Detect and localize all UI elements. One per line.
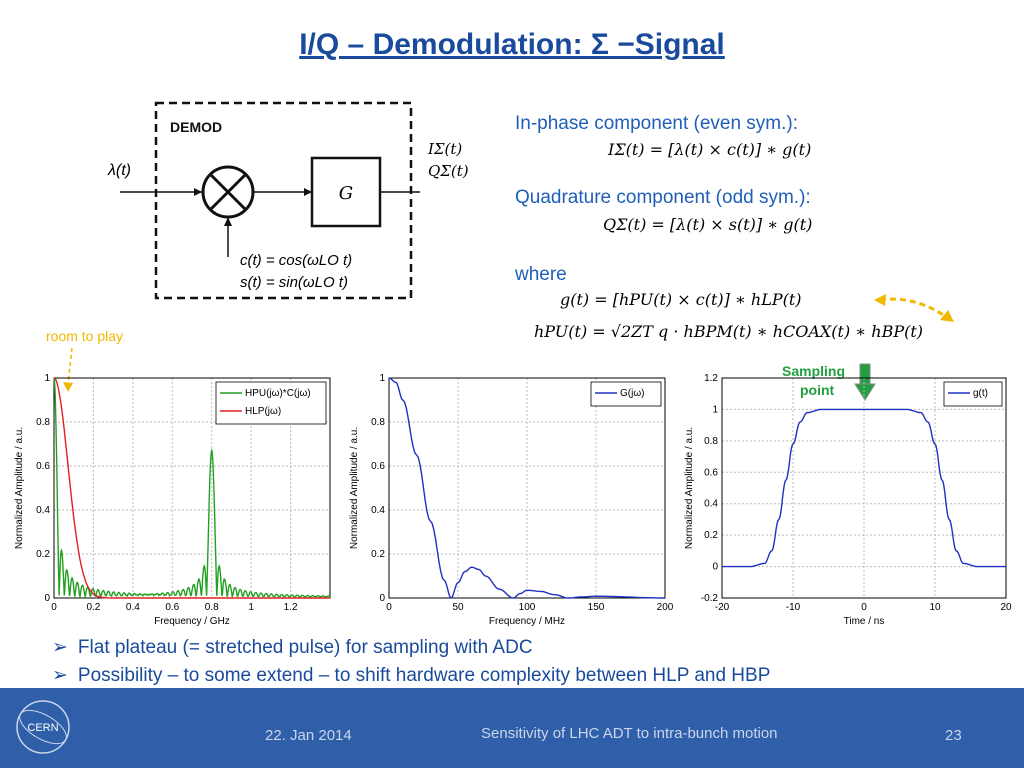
point-label: point [800, 382, 835, 398]
out-q-label: QΣ(t) [428, 162, 469, 180]
x-tick-label: 200 [657, 602, 674, 613]
svg-text:G: G [339, 183, 353, 204]
y-tick-label: 1 [712, 404, 718, 415]
x-tick-label: 10 [929, 602, 941, 613]
y-tick-label: 0.8 [704, 436, 718, 447]
bullet-item: ➢ Possibility – to some extend – to shift… [52, 665, 771, 686]
demod-box [154, 101, 413, 300]
series-line [388, 377, 666, 599]
legend-box [590, 381, 662, 407]
x-tick-label: 50 [452, 602, 464, 613]
y-axis-label: Normalized Amplitude / a.u. [349, 427, 360, 549]
hpu-equation: hPU(t) = √2ZT q · hBPM(t) ∗ hCOAX(t) ∗ h… [534, 322, 923, 341]
demod-diagram: DEMOD G λ(t) c(t) = cos(ωLO t) s(t) = si… [107, 101, 420, 300]
inphase-equation: IΣ(t) = [λ(t) × c(t)] ∗ g(t) [608, 140, 812, 159]
x-tick-label: 20 [1000, 602, 1012, 613]
y-tick-label: 0 [379, 593, 385, 604]
arrow-bullet-icon: ➢ [52, 637, 68, 658]
x-axis-label: Time / ns [844, 616, 885, 627]
room-to-play-label: room to play [46, 328, 124, 344]
legend-label: G(jω) [620, 388, 644, 399]
where-label: where [515, 264, 567, 285]
bullet-item: ➢ Flat plateau (= stretched pulse) for sa… [52, 637, 533, 658]
series-line [53, 377, 330, 599]
x-tick-label: 0 [386, 602, 392, 613]
legend-box [943, 381, 1003, 407]
x-tick-label: -10 [786, 602, 801, 613]
svg-text:CERN: CERN [27, 722, 58, 734]
svg-text:λ(t): λ(t) [107, 162, 131, 179]
series-line [722, 408, 1006, 568]
y-tick-label: 1 [379, 373, 385, 384]
x-tick-label: 1.2 [284, 602, 298, 613]
x-tick-label: 0.2 [86, 602, 100, 613]
page-number: 23 [945, 727, 962, 744]
series-line [53, 377, 331, 599]
y-tick-label: 0.6 [371, 461, 385, 472]
x-tick-label: 0 [861, 602, 867, 613]
x-tick-label: 1 [248, 602, 254, 613]
cern-logo: CERN [16, 700, 70, 754]
y-axis-label: Normalized Amplitude / a.u. [684, 427, 695, 549]
g-equation: g(t) = [hPU(t) × c(t)] ∗ hLP(t) [560, 290, 802, 309]
x-tick-label: 0.8 [205, 602, 219, 613]
x-tick-label: 100 [519, 602, 536, 613]
slide-title: I/Q – Demodulation: Σ −Signal [299, 28, 725, 61]
y-tick-label: 0.2 [371, 549, 385, 560]
bullet-list: ➢ Flat plateau (= stretched pulse) for sa… [52, 636, 770, 692]
y-tick-label: 0.2 [704, 530, 718, 541]
x-tick-label: 0.6 [165, 602, 179, 613]
y-tick-label: 0.2 [36, 549, 50, 560]
legend-label: HLP(jω) [245, 406, 281, 417]
footer-title: Sensitivity of LHC ADT to intra-bunch mo… [481, 725, 778, 742]
y-tick-label: 0.6 [704, 467, 718, 478]
legend-label: HPU(jω)*C(jω) [245, 388, 311, 399]
svg-text:c(t) = cos(ωLO t): c(t) = cos(ωLO t) [240, 252, 352, 269]
y-tick-label: 0.4 [371, 505, 385, 516]
chart-time-ns: -20 -10 0 10 20 -0.2 0 0.2 0.4 0.6 0.8 1 1.2 Time / n… [684, 373, 1012, 627]
demod-label: DEMOD [170, 119, 222, 135]
y-tick-label: 1 [44, 373, 50, 384]
quadrature-heading: Quadrature component (odd sym.): [515, 187, 811, 208]
y-axis-label: Normalized Amplitude / a.u. [14, 427, 25, 549]
x-tick-label: -20 [715, 602, 730, 613]
x-axis-label: Frequency / MHz [489, 616, 565, 627]
y-tick-label: 1.2 [704, 373, 718, 384]
x-axis-label: Frequency / GHz [154, 616, 230, 627]
x-tick-label: 0.4 [126, 602, 140, 613]
y-tick-label: 0.6 [36, 461, 50, 472]
chart-frequency-ghz: 0 0.2 0.4 0.6 0.8 1 1.2 0 0.2 0.4 0.6 0.8 1 Frequency… [14, 373, 331, 627]
y-tick-label: 0 [44, 593, 50, 604]
double-arrow-icon [874, 294, 954, 322]
y-tick-label: 0.4 [36, 505, 50, 516]
quadrature-equation: QΣ(t) = [λ(t) × s(t)] ∗ g(t) [603, 215, 813, 234]
chart-frequency-mhz: 0 50 100 150 200 0 0.2 0.4 0.6 0.8 1 Frequency / MH… [349, 373, 674, 627]
footer-date: 22. Jan 2014 [265, 727, 352, 744]
legend-label: g(t) [973, 388, 988, 399]
sampling-label: Sampling [782, 363, 846, 379]
filter-block [310, 156, 382, 228]
x-tick-label: 150 [588, 602, 605, 613]
footer-bar: CERN 22. Jan 2014 Sensitivity of LHC ADT… [0, 688, 1024, 768]
out-i-label: IΣ(t) [428, 140, 463, 158]
y-tick-label: 0.8 [36, 417, 50, 428]
x-tick-label: 0 [51, 602, 57, 613]
sampling-arrow-icon [854, 363, 876, 401]
y-tick-label: 0 [712, 562, 718, 573]
legend-box [215, 381, 327, 425]
svg-text:s(t) = sin(ωLO t): s(t) = sin(ωLO t) [240, 274, 348, 291]
inphase-heading: In-phase component (even sym.): [515, 113, 799, 134]
y-tick-label: 0.4 [704, 499, 718, 510]
y-tick-label: 0.8 [371, 417, 385, 428]
plot-frame [721, 377, 1007, 599]
y-tick-label: -0.2 [701, 593, 719, 604]
plot-frame [388, 377, 666, 599]
arrow-bullet-icon: ➢ [52, 665, 68, 686]
